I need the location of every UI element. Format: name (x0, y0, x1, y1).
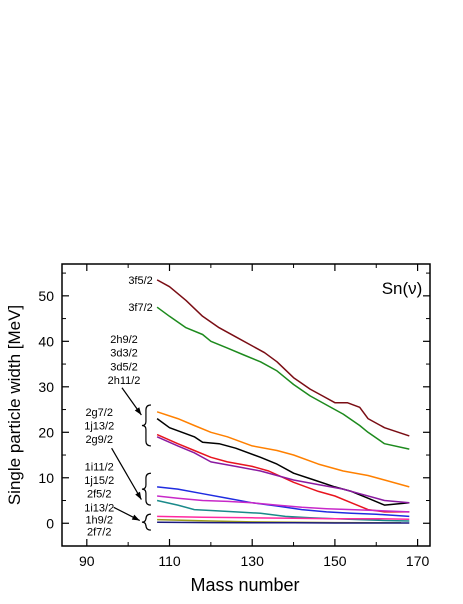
series-line-9 (157, 515, 410, 520)
level-label: 1j15/2 (84, 475, 114, 487)
series-line-1 (156, 306, 410, 450)
level-label: 3d3/2 (110, 348, 138, 360)
level-label: 1i13/2 (84, 502, 114, 514)
x-tick-label: 130 (241, 553, 265, 569)
series-layer (156, 279, 410, 524)
arrow-upper-head (134, 407, 142, 416)
level-label: 3f7/2 (128, 302, 152, 314)
x-tick-label: 110 (158, 553, 181, 569)
arrow-middle (111, 447, 142, 500)
x-tick-label: 90 (79, 553, 95, 569)
y-axis-label: Single particle width [MeV] (5, 305, 24, 505)
y-tick-label: 40 (38, 333, 54, 349)
series-line-3 (156, 417, 410, 506)
y-tick-label: 0 (46, 515, 54, 531)
level-label: 2g9/2 (85, 434, 113, 446)
y-tick-label: 10 (38, 470, 54, 486)
brace-middle (141, 472, 151, 506)
y-tick-label: 20 (38, 424, 54, 440)
x-tick-label: 170 (406, 553, 430, 569)
arrow-lower-head (131, 514, 140, 521)
level-label: 1h9/2 (85, 515, 113, 527)
chart-title: Sn(ν) (382, 279, 423, 298)
brace-lower (141, 513, 151, 531)
arrow-middle-head (135, 491, 142, 500)
series-line-5 (156, 436, 410, 504)
level-label: 2h11/2 (108, 375, 141, 387)
series-line-7 (157, 495, 410, 513)
series-line-2 (156, 411, 410, 488)
x-axis-label: Mass number (190, 575, 299, 595)
level-label: 2f5/2 (87, 489, 111, 501)
level-label: 3f5/2 (128, 275, 152, 287)
y-tick-label: 50 (38, 288, 54, 304)
level-label: 3d5/2 (110, 361, 138, 373)
x-tick-label: 150 (323, 553, 347, 569)
level-label: 2h9/2 (110, 334, 138, 346)
series-line-6 (157, 486, 410, 518)
level-label: 2f7/2 (87, 526, 111, 538)
series-line-8 (156, 499, 410, 522)
axes-layer: 90 110 130 150 170 0 10 20 30 40 50 (38, 263, 431, 569)
level-label: 2g7/2 (85, 407, 113, 419)
series-line-0 (156, 279, 410, 437)
level-label: 1i11/2 (85, 461, 114, 473)
plot-frame (61, 263, 431, 547)
level-label: 1j13/2 (84, 420, 114, 432)
series-line-11 (157, 521, 410, 524)
y-tick-label: 30 (38, 379, 54, 395)
brace-upper (141, 404, 151, 447)
